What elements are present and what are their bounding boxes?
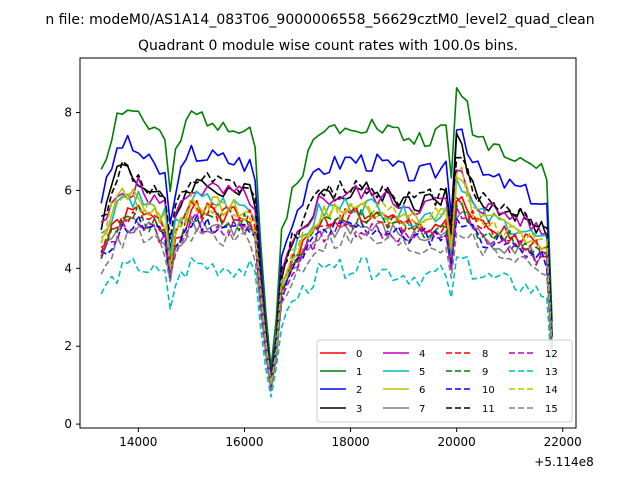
legend-label-0: 0: [356, 349, 362, 360]
legend-label-15: 15: [545, 404, 558, 415]
legend-label-6: 6: [419, 385, 425, 396]
x-tick-label: 14000: [119, 435, 157, 449]
legend-label-11: 11: [482, 404, 495, 415]
legend-label-4: 4: [419, 349, 425, 360]
legend-label-9: 9: [482, 367, 488, 378]
legend-label-2: 2: [356, 385, 362, 396]
ticks-layer: 14000 16000 18000 20000 22000 0 2 4 6 8: [64, 106, 581, 449]
legend-label-1: 1: [356, 367, 362, 378]
x-tick-label: 22000: [544, 435, 582, 449]
legend-label-14: 14: [545, 385, 558, 396]
legend-label-7: 7: [419, 404, 425, 415]
legend-label-13: 13: [545, 367, 558, 378]
series-line-12: [100, 206, 553, 389]
y-tick-label: 6: [64, 183, 72, 197]
x-offset-label: +5.114e8: [534, 455, 593, 469]
axes-frame: [79, 57, 577, 429]
series-line-10: [100, 215, 553, 390]
x-tick-label: 20000: [438, 435, 476, 449]
legend-label-3: 3: [356, 404, 362, 415]
y-tick-label: 2: [64, 339, 72, 353]
series-line-13: [100, 256, 553, 398]
figure-suptitle: n file: modeM0/AS1A14_083T06_9000006558_…: [45, 12, 594, 28]
series-line-6: [100, 176, 553, 385]
x-tick-label: 18000: [331, 435, 369, 449]
legend-label-5: 5: [419, 367, 425, 378]
legend-box: [316, 339, 573, 423]
x-tick-label: 16000: [225, 435, 263, 449]
y-tick-label: 8: [64, 106, 72, 120]
series-line-2: [100, 128, 553, 377]
series-line-15: [100, 226, 553, 392]
series-line-0: [100, 196, 553, 388]
y-tick-label: 4: [64, 261, 72, 275]
legend-label-12: 12: [545, 349, 558, 360]
series-line-1: [100, 87, 553, 369]
y-tick-label: 0: [64, 417, 72, 431]
chart-title: Quadrant 0 module wise count rates with …: [138, 38, 518, 54]
series-line-8: [100, 197, 553, 389]
series-line-11: [100, 156, 553, 384]
legend-label-10: 10: [482, 385, 495, 396]
legend-label-8: 8: [482, 349, 488, 360]
series-layer: [100, 87, 553, 398]
series-line-14: [100, 166, 553, 385]
